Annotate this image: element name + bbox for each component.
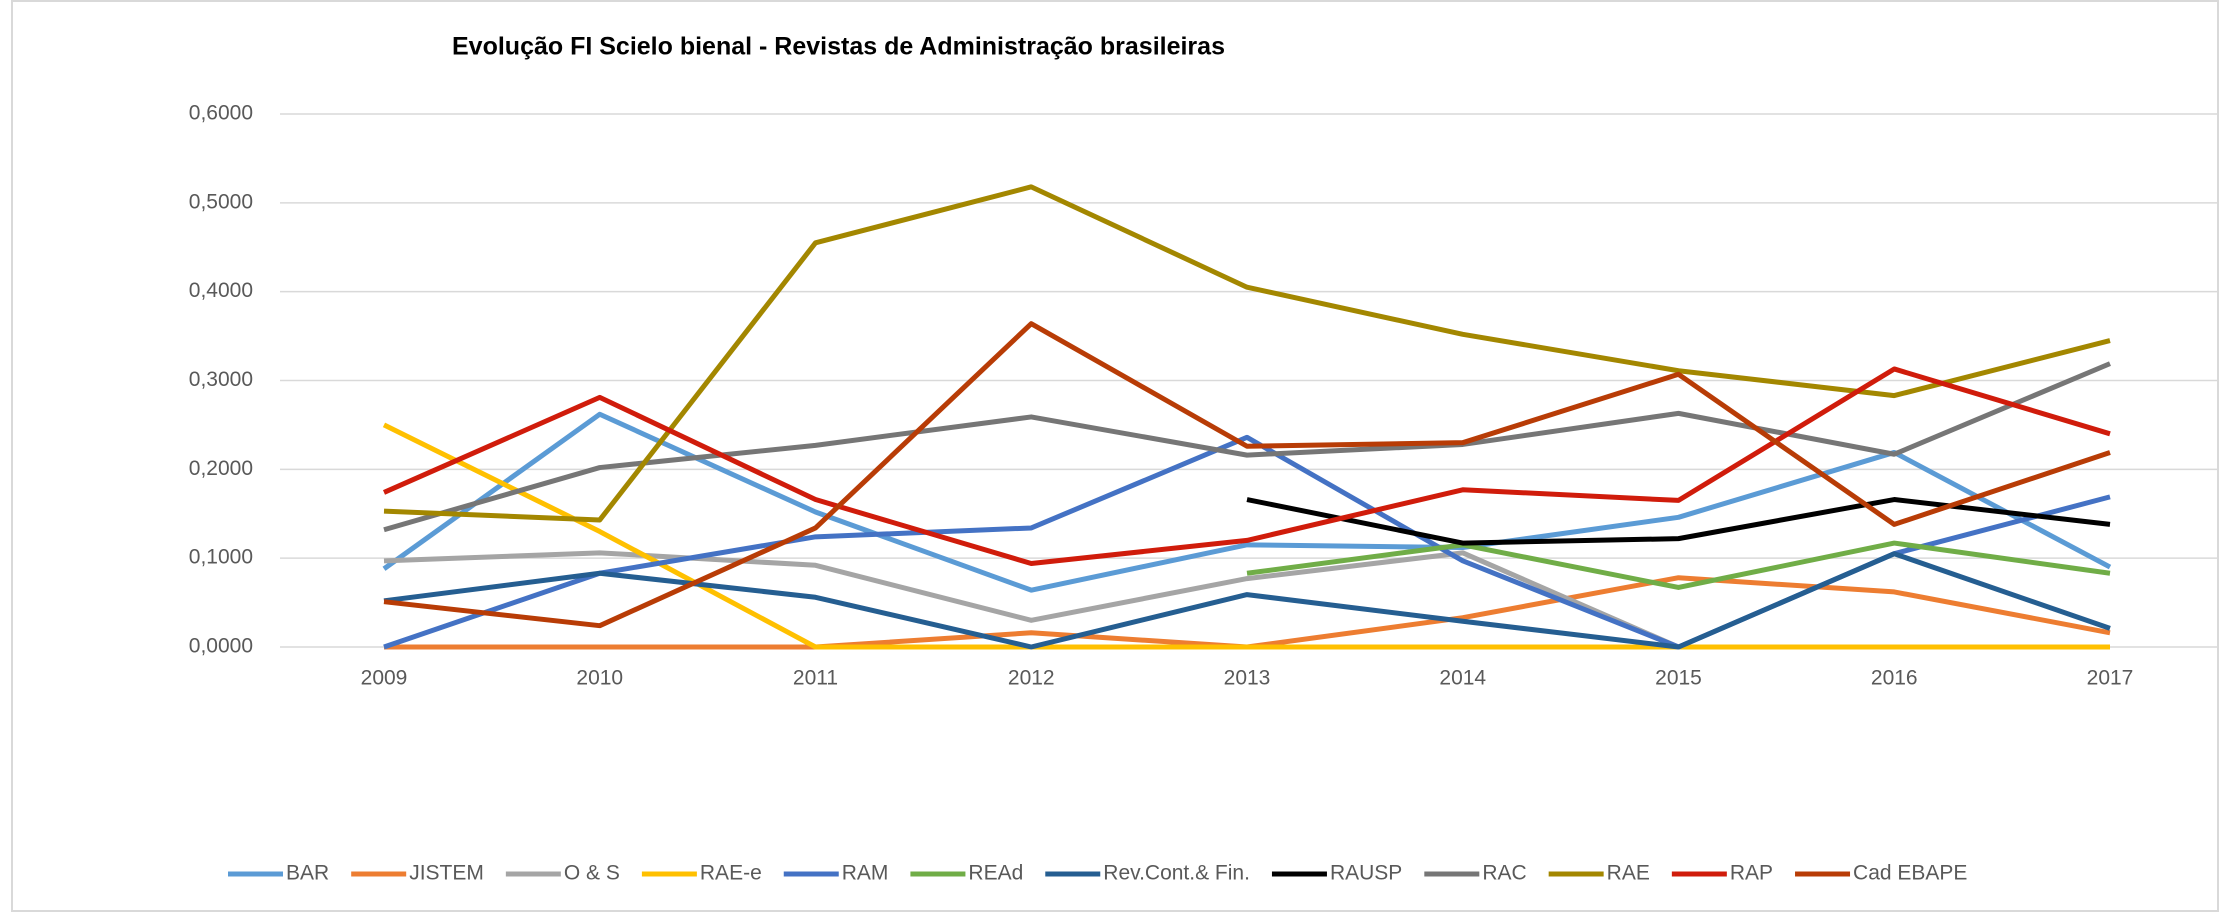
y-tick-label: 0,2000 [189,457,253,480]
legend-label: O & S [564,862,620,885]
legend-label: Rev.Cont.& Fin. [1103,862,1250,885]
series-line [1246,540,2111,590]
series-line [1246,497,2111,546]
y-tick-label: 0,6000 [189,102,253,125]
x-tick-label: 2014 [1439,667,1486,690]
x-tick-label: 2012 [1008,667,1055,690]
y-tick-label: 0,4000 [189,279,253,302]
series-line [383,184,2111,523]
legend-label: BAR [286,862,329,885]
x-tick-label: 2010 [576,667,623,690]
legend-label: RAE-e [700,862,762,885]
x-tick-label: 2013 [1224,667,1271,690]
chart-title: Evolução FI Scielo bienal - Revistas de … [452,33,1225,61]
legend-label: RAC [1482,862,1526,885]
x-tick-label: 2011 [793,667,838,690]
y-tick-label: 0,1000 [189,546,253,569]
series-line [383,551,2111,650]
series-line [382,366,2111,566]
x-tick-label: 2017 [2087,667,2134,690]
series-line [383,361,2111,533]
y-tick-label: 0,0000 [189,635,253,658]
series-line [382,422,2110,650]
legend-label: REAd [968,862,1023,885]
legend-label: RAUSP [1330,862,1402,885]
chart-border [11,0,2219,912]
y-tick-label: 0,5000 [189,190,253,213]
legend-label: Cad EBAPE [1853,862,1967,885]
legend-label: RAM [842,862,889,885]
y-tick-label: 0,3000 [189,368,253,391]
legend-label: JISTEM [409,862,484,885]
legend-label: RAP [1730,862,1773,885]
x-tick-label: 2009 [361,667,408,690]
x-tick-label: 2015 [1655,667,1702,690]
x-tick-label: 2016 [1871,667,1918,690]
legend-label: RAE [1607,862,1650,885]
series-line [383,321,2111,629]
